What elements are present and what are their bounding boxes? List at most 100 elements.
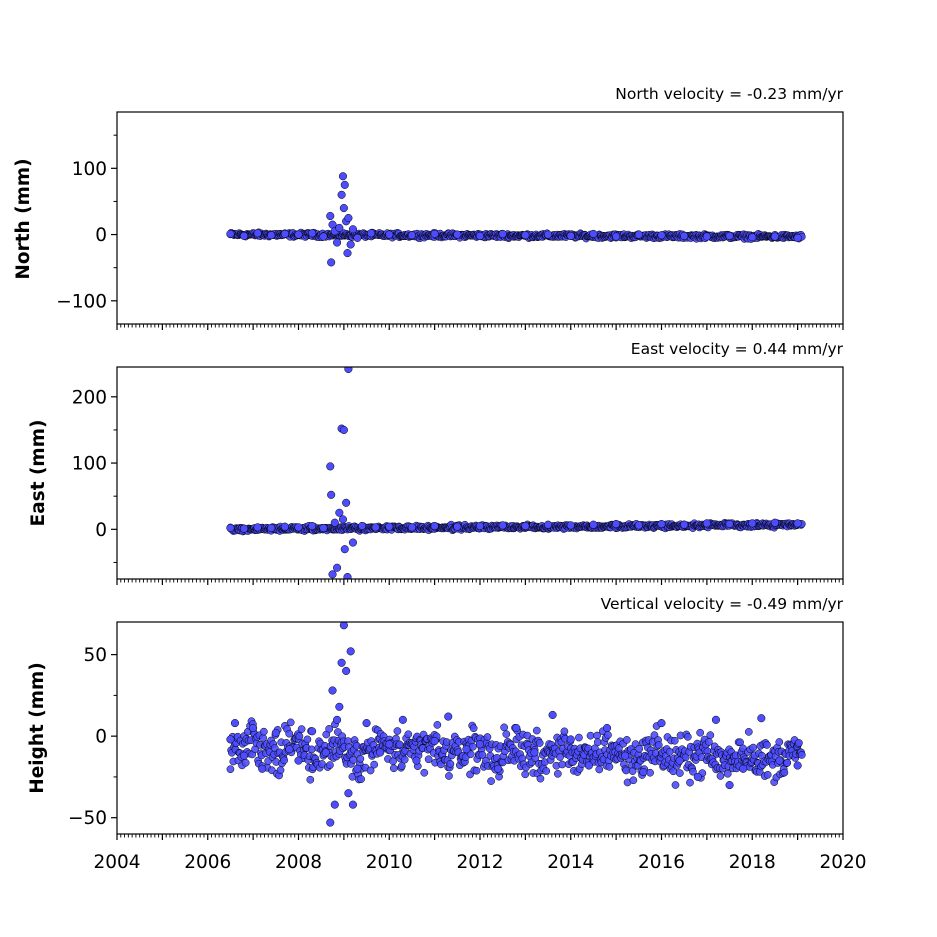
height-data-point — [328, 686, 337, 695]
height-xtick-label: 2018 — [729, 852, 776, 873]
east-data-point — [240, 524, 249, 533]
north-data-point — [326, 211, 335, 221]
height-background-point — [424, 755, 433, 764]
height-background-point — [276, 766, 285, 775]
height-background-point — [622, 736, 631, 744]
east-data-point — [453, 522, 462, 531]
height-data-point — [725, 781, 734, 790]
east-data-point — [280, 522, 289, 531]
height-background-point — [502, 730, 511, 738]
east-data-points — [226, 367, 802, 579]
height-data-point — [333, 715, 342, 724]
height-background-point — [686, 778, 694, 787]
height-background-point — [586, 731, 595, 740]
north-title: North velocity = -0.23 mm/yr — [615, 85, 843, 103]
north-data-point — [453, 230, 462, 239]
east-title: East velocity = 0.44 mm/yr — [631, 340, 844, 358]
east-data-point — [385, 522, 394, 531]
height-background-point — [605, 762, 614, 771]
height-background-point — [389, 764, 398, 773]
height-data-point — [566, 735, 575, 744]
east-data-point — [333, 563, 342, 572]
height-background-point — [775, 738, 784, 746]
east-data-point — [335, 508, 344, 517]
height-ytick-label: −50 — [68, 808, 107, 829]
height-background-point — [763, 741, 771, 749]
north-data-point — [589, 229, 598, 238]
height-background-point — [622, 766, 630, 775]
height-background-point — [325, 725, 334, 733]
height-background-point — [556, 753, 564, 761]
height-background-point — [675, 769, 684, 777]
north-data-point — [339, 204, 348, 213]
east-ytick-label: 100 — [72, 454, 107, 475]
height-data-point — [711, 715, 721, 724]
height-data-point — [675, 756, 684, 765]
east-data-point — [294, 523, 303, 532]
height-background-point — [744, 728, 753, 736]
east-data-point — [357, 521, 367, 531]
height-data-point — [398, 715, 407, 724]
east-data-point — [340, 545, 349, 554]
height-data-point — [376, 748, 385, 757]
height-data-point — [444, 712, 453, 721]
north-data-point — [340, 180, 349, 189]
north-axes: 100 0 −100 — [56, 111, 844, 330]
height-background-point — [554, 769, 562, 778]
height-background-point — [285, 729, 294, 738]
height-background-point — [683, 733, 692, 741]
height-background-point — [560, 727, 569, 736]
east-data-point — [226, 523, 235, 533]
height-background-point — [532, 726, 541, 735]
height-xtick-label: 2006 — [184, 852, 231, 873]
east-data-point — [327, 490, 336, 499]
height-data-point — [757, 714, 766, 723]
east-data-point — [475, 521, 485, 531]
height-background-point — [716, 772, 725, 780]
height-background-point — [307, 745, 316, 754]
height-background-point — [397, 762, 406, 770]
height-data-point — [344, 789, 353, 798]
height-data-point — [342, 666, 351, 675]
height-data-point — [693, 772, 702, 781]
height-data-point — [639, 767, 648, 777]
east-data-point — [566, 521, 575, 530]
north-data-point — [240, 231, 249, 240]
height-background-point — [326, 761, 334, 769]
height-background-point — [295, 732, 304, 741]
height-ylabel: Height (mm) — [27, 662, 48, 794]
east-data-point — [544, 520, 553, 529]
height-data-point — [353, 764, 362, 773]
height-background-point — [297, 725, 306, 733]
east-axes: 200 100 0 — [72, 366, 844, 585]
height-data-point — [308, 727, 317, 736]
height-background-point — [783, 758, 792, 767]
east-data-point — [267, 523, 276, 533]
height-data-point — [335, 702, 344, 711]
height-background-point — [542, 767, 551, 775]
height-background-point — [259, 727, 268, 736]
height-background-point — [670, 736, 679, 745]
height-data-point — [285, 745, 294, 754]
height-background-point — [226, 765, 235, 774]
height-background-point — [749, 743, 758, 752]
height-background-point — [400, 755, 409, 764]
height-background-point — [357, 775, 365, 783]
height-point-cloud — [226, 717, 806, 789]
east-data-point — [589, 520, 598, 529]
height-xtick-label: 2004 — [93, 852, 140, 873]
north-data-point — [770, 232, 779, 241]
north-data-point — [333, 238, 342, 247]
north-data-point — [344, 213, 353, 223]
north-data-point — [335, 223, 344, 232]
height-background-point — [646, 768, 654, 777]
north-ytick-label: −100 — [56, 291, 107, 312]
height-data-point — [249, 723, 258, 733]
height-data-point — [346, 647, 355, 656]
height-background-point — [270, 744, 279, 752]
height-background-point — [575, 733, 583, 742]
east-data-point — [702, 519, 711, 528]
height-background-point — [665, 747, 674, 756]
north-data-point — [348, 225, 358, 234]
height-background-point — [629, 776, 638, 785]
